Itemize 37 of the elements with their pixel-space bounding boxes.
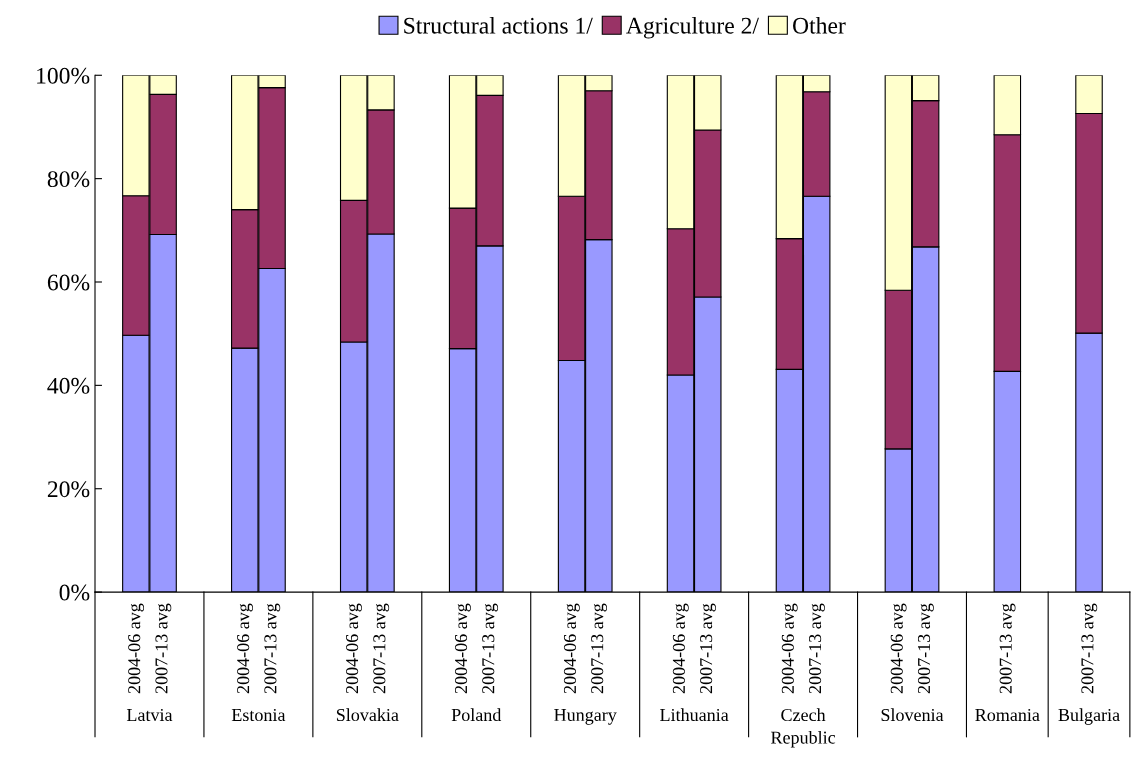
y-tick-label: 0% (59, 584, 90, 601)
x-tick-label: 2007-13 avg (808, 603, 825, 694)
x-tick-label: 2007-13 avg (155, 603, 172, 694)
text: Lithuania (660, 708, 729, 722)
legend-label: Structural actions 1/ (404, 17, 593, 34)
x-tick-label: 2004-06 avg (781, 603, 798, 694)
x-tick-label: 2004-06 avg (346, 603, 362, 694)
text: Slovakia (336, 708, 399, 722)
text: Romania (975, 708, 1040, 722)
x-tick-label: 2007-13 avg (700, 603, 716, 694)
text: Czech Republic (770, 708, 836, 748)
text: Bulgaria (1058, 708, 1120, 725)
y-tick-label: 60% (47, 274, 90, 291)
x-tick-label: 2007-13 avg (264, 603, 281, 694)
y-tick-label: 40% (47, 377, 90, 394)
x-tick-label: 2007-13 avg (999, 603, 1016, 694)
text: Slovenia (881, 708, 944, 722)
x-tick-label: 2004-06 avg (672, 603, 689, 694)
x-tick-label: 2007-13 avg (917, 603, 934, 694)
y-tick-label: 80% (47, 171, 90, 188)
x-tick-label: 2004-06 avg (454, 603, 471, 694)
x-tick-label: 2007-13 avg (482, 603, 499, 694)
legend-label: Agriculture 2/ (626, 17, 759, 39)
x-tick-label: 2004-06 avg (128, 603, 145, 694)
text: Estonia (231, 708, 286, 722)
y-tick-label: 100% (37, 67, 90, 84)
x-tick-label: 2007-13 avg (1081, 603, 1098, 694)
x-tick-label: 2007-13 avg (591, 603, 608, 694)
legend-label: Other (793, 17, 846, 34)
x-tick-label: 2004-06 avg (890, 603, 907, 694)
x-tick-label: 2007-13 avg (373, 603, 390, 694)
text: Latvia (126, 708, 173, 722)
y-tick-label: 20% (47, 481, 90, 498)
x-tick-label: 2004-06 avg (237, 603, 253, 694)
x-tick-label: 2004-06 avg (563, 603, 580, 694)
text: Hungary (554, 709, 617, 725)
text: Poland (451, 708, 502, 722)
